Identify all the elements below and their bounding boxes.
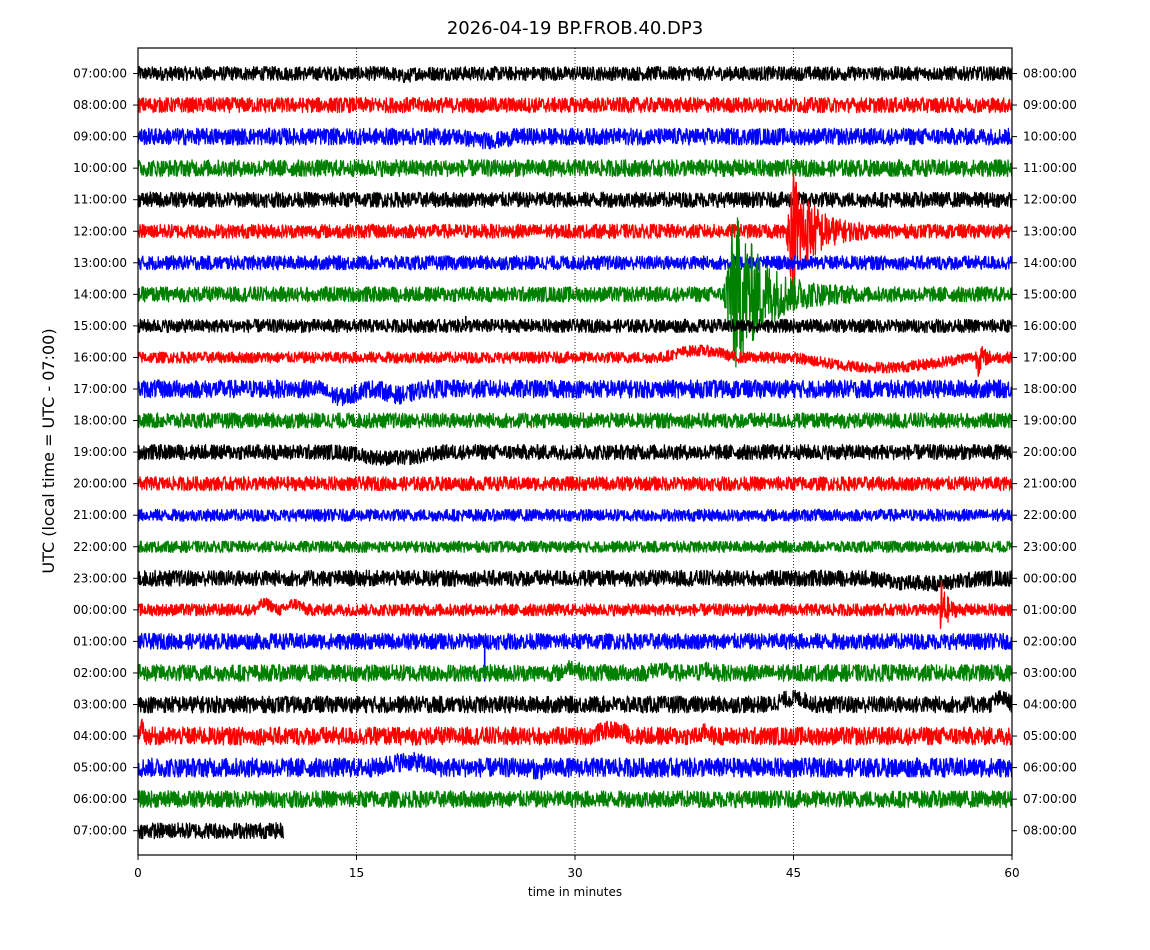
left-tick-label: 12:00:00 <box>73 224 127 238</box>
trace-0 <box>137 65 1013 84</box>
left-tick-label: 19:00:00 <box>73 445 127 459</box>
left-tick-label: 14:00:00 <box>73 287 127 301</box>
left-tick-label: 22:00:00 <box>73 540 127 554</box>
left-tick-label: 23:00:00 <box>73 571 127 585</box>
chart-title: 2026-04-19 BP.FROB.40.DP3 <box>447 18 703 39</box>
right-tick-label: 18:00:00 <box>1023 382 1077 396</box>
right-tick-label: 01:00:00 <box>1023 603 1077 617</box>
trace-11 <box>137 412 1013 429</box>
trace-13 <box>137 476 1013 492</box>
right-tick-label: 14:00:00 <box>1023 256 1077 270</box>
right-tick-label: 02:00:00 <box>1023 634 1077 648</box>
x-tick-label: 45 <box>786 866 801 880</box>
right-tick-label: 17:00:00 <box>1023 350 1077 364</box>
right-tick-label: 21:00:00 <box>1023 477 1077 491</box>
trace-1 <box>137 96 1013 114</box>
trace-20 <box>137 689 1013 714</box>
trace-14 <box>137 508 1013 522</box>
x-axis: 0 15 30 45 60 <box>134 855 1020 880</box>
right-tick-label: 04:00:00 <box>1023 698 1077 712</box>
left-tick-label: 20:00:00 <box>73 477 127 491</box>
right-tick-label: 23:00:00 <box>1023 540 1077 554</box>
left-tick-label: 07:00:00 <box>73 824 127 838</box>
trace-16 <box>137 569 1013 592</box>
left-tick-label: 11:00:00 <box>73 193 127 207</box>
x-tick-label: 0 <box>134 866 142 880</box>
left-tick-label: 13:00:00 <box>73 256 127 270</box>
right-tick-label: 00:00:00 <box>1023 571 1077 585</box>
right-tick-label: 05:00:00 <box>1023 729 1077 743</box>
trace-layer <box>137 65 1013 840</box>
right-tick-label: 09:00:00 <box>1023 98 1077 112</box>
right-time-axis: 08:00:00 09:00:00 10:00:00 11:00:00 12:00:00… <box>1012 67 1077 838</box>
right-tick-label: 11:00:00 <box>1023 161 1077 175</box>
right-tick-label: 06:00:00 <box>1023 761 1077 775</box>
grid-lines <box>356 48 794 855</box>
left-tick-label: 04:00:00 <box>73 729 127 743</box>
trace-12 <box>137 443 1013 467</box>
trace-10 <box>137 379 1013 407</box>
right-tick-label: 15:00:00 <box>1023 287 1077 301</box>
trace-3 <box>137 159 1013 178</box>
left-tick-label: 18:00:00 <box>73 414 127 428</box>
trace-23 <box>137 790 1013 809</box>
right-tick-label: 10:00:00 <box>1023 130 1077 144</box>
left-tick-label: 05:00:00 <box>73 761 127 775</box>
right-tick-label: 12:00:00 <box>1023 193 1077 207</box>
x-axis-label: time in minutes <box>528 885 622 899</box>
trace-7 <box>137 217 1013 368</box>
trace-22 <box>137 751 1013 781</box>
right-tick-label: 16:00:00 <box>1023 319 1077 333</box>
left-tick-label: 03:00:00 <box>73 698 127 712</box>
y-axis-label: UTC (local time = UTC - 07:00) <box>39 328 58 573</box>
right-tick-label: 22:00:00 <box>1023 508 1077 522</box>
left-tick-label: 09:00:00 <box>73 130 127 144</box>
left-tick-label: 10:00:00 <box>73 161 127 175</box>
right-tick-label: 19:00:00 <box>1023 414 1077 428</box>
x-tick-label: 30 <box>567 866 582 880</box>
left-tick-label: 15:00:00 <box>73 319 127 333</box>
left-tick-label: 01:00:00 <box>73 634 127 648</box>
trace-19 <box>137 659 1013 682</box>
left-tick-label: 00:00:00 <box>73 603 127 617</box>
trace-18 <box>137 632 1013 651</box>
trace-9 <box>137 344 1013 377</box>
x-tick-label: 15 <box>349 866 364 880</box>
trace-6 <box>137 255 1013 271</box>
trace-2 <box>137 127 1013 150</box>
left-tick-label: 16:00:00 <box>73 350 127 364</box>
trace-5 <box>137 171 1013 293</box>
right-tick-label: 13:00:00 <box>1023 224 1077 238</box>
right-tick-label: 08:00:00 <box>1023 67 1077 81</box>
right-tick-label: 08:00:00 <box>1023 824 1077 838</box>
trace-17 <box>137 579 1013 630</box>
left-tick-label: 02:00:00 <box>73 666 127 680</box>
x-tick-label: 60 <box>1004 866 1019 880</box>
right-tick-label: 07:00:00 <box>1023 792 1077 806</box>
left-tick-label: 17:00:00 <box>73 382 127 396</box>
trace-4 <box>137 191 1013 208</box>
left-tick-label: 06:00:00 <box>73 792 127 806</box>
left-tick-label: 08:00:00 <box>73 98 127 112</box>
right-tick-label: 20:00:00 <box>1023 445 1077 459</box>
left-time-axis: 07:00:00 08:00:00 09:00:00 10:00:00 11:00:00… <box>73 67 138 838</box>
trace-21 <box>137 718 1013 746</box>
left-tick-label: 07:00:00 <box>73 67 127 81</box>
trace-24 <box>137 822 285 840</box>
trace-15 <box>137 540 1013 553</box>
trace-8 <box>137 318 1013 334</box>
right-tick-label: 03:00:00 <box>1023 666 1077 680</box>
left-tick-label: 21:00:00 <box>73 508 127 522</box>
